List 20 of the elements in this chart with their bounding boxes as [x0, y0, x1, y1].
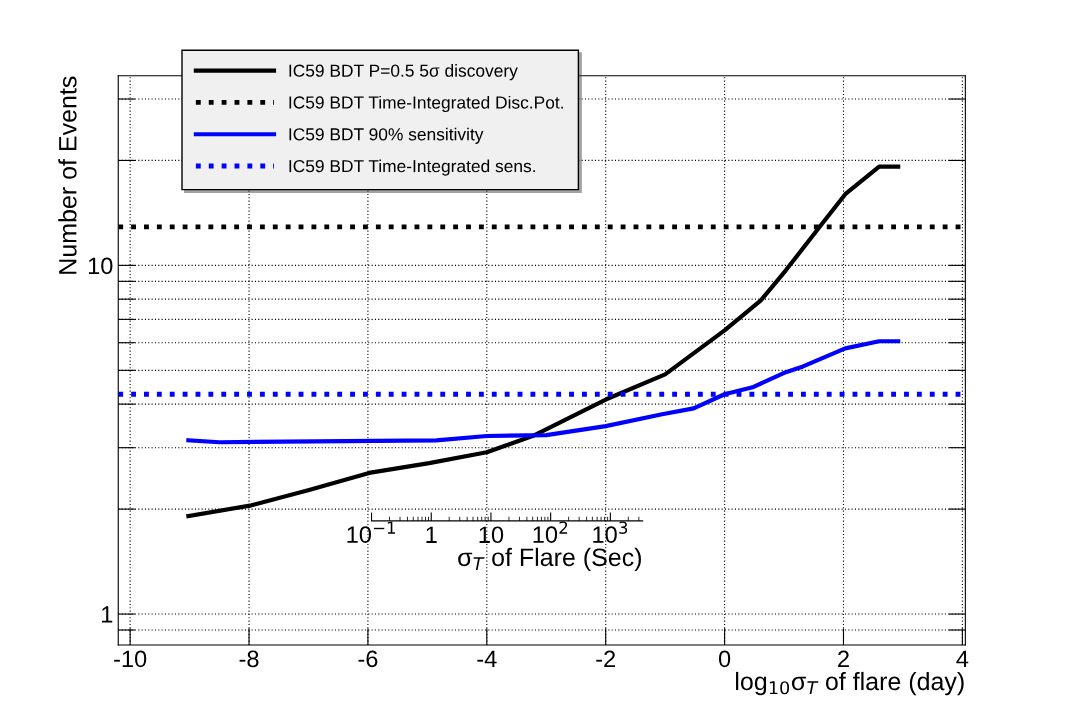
text: σ$_{T}$ of Flare (Sec) [458, 547, 641, 572]
x-tick-label: -4 [477, 650, 497, 667]
y-axis-title: Number of Events [58, 76, 77, 274]
annotation: 1 [426, 526, 437, 543]
x-tick-label: 0 [718, 650, 731, 668]
x-tick-label: 4 [956, 650, 969, 667]
annotation: 10$^{2}$ [533, 521, 568, 543]
legend-label: IC59 BDT 90% sensitivity [289, 127, 484, 144]
x-axis-title: log$_{10}$σ$_{T}$ of flare (day) [736, 671, 964, 696]
x-tick-label: -2 [596, 650, 616, 667]
annotation: 10$^{3}$ [593, 521, 628, 543]
x-tick-label: 2 [838, 650, 849, 667]
legend-label: IC59 BDT Time-Integrated sens. [289, 159, 535, 176]
legend-label: IC59 BDT P=0.5 5σ discovery [289, 64, 518, 81]
x-tick-label: -8 [239, 650, 259, 668]
x-tick-label: -6 [358, 650, 378, 668]
x-tick-label: -10 [114, 650, 147, 668]
annotation: 10$^{−1}$ [347, 521, 396, 543]
legend-label: IC59 BDT Time-Integrated Disc.Pot. [289, 95, 563, 113]
annotation: 10 [479, 526, 504, 544]
